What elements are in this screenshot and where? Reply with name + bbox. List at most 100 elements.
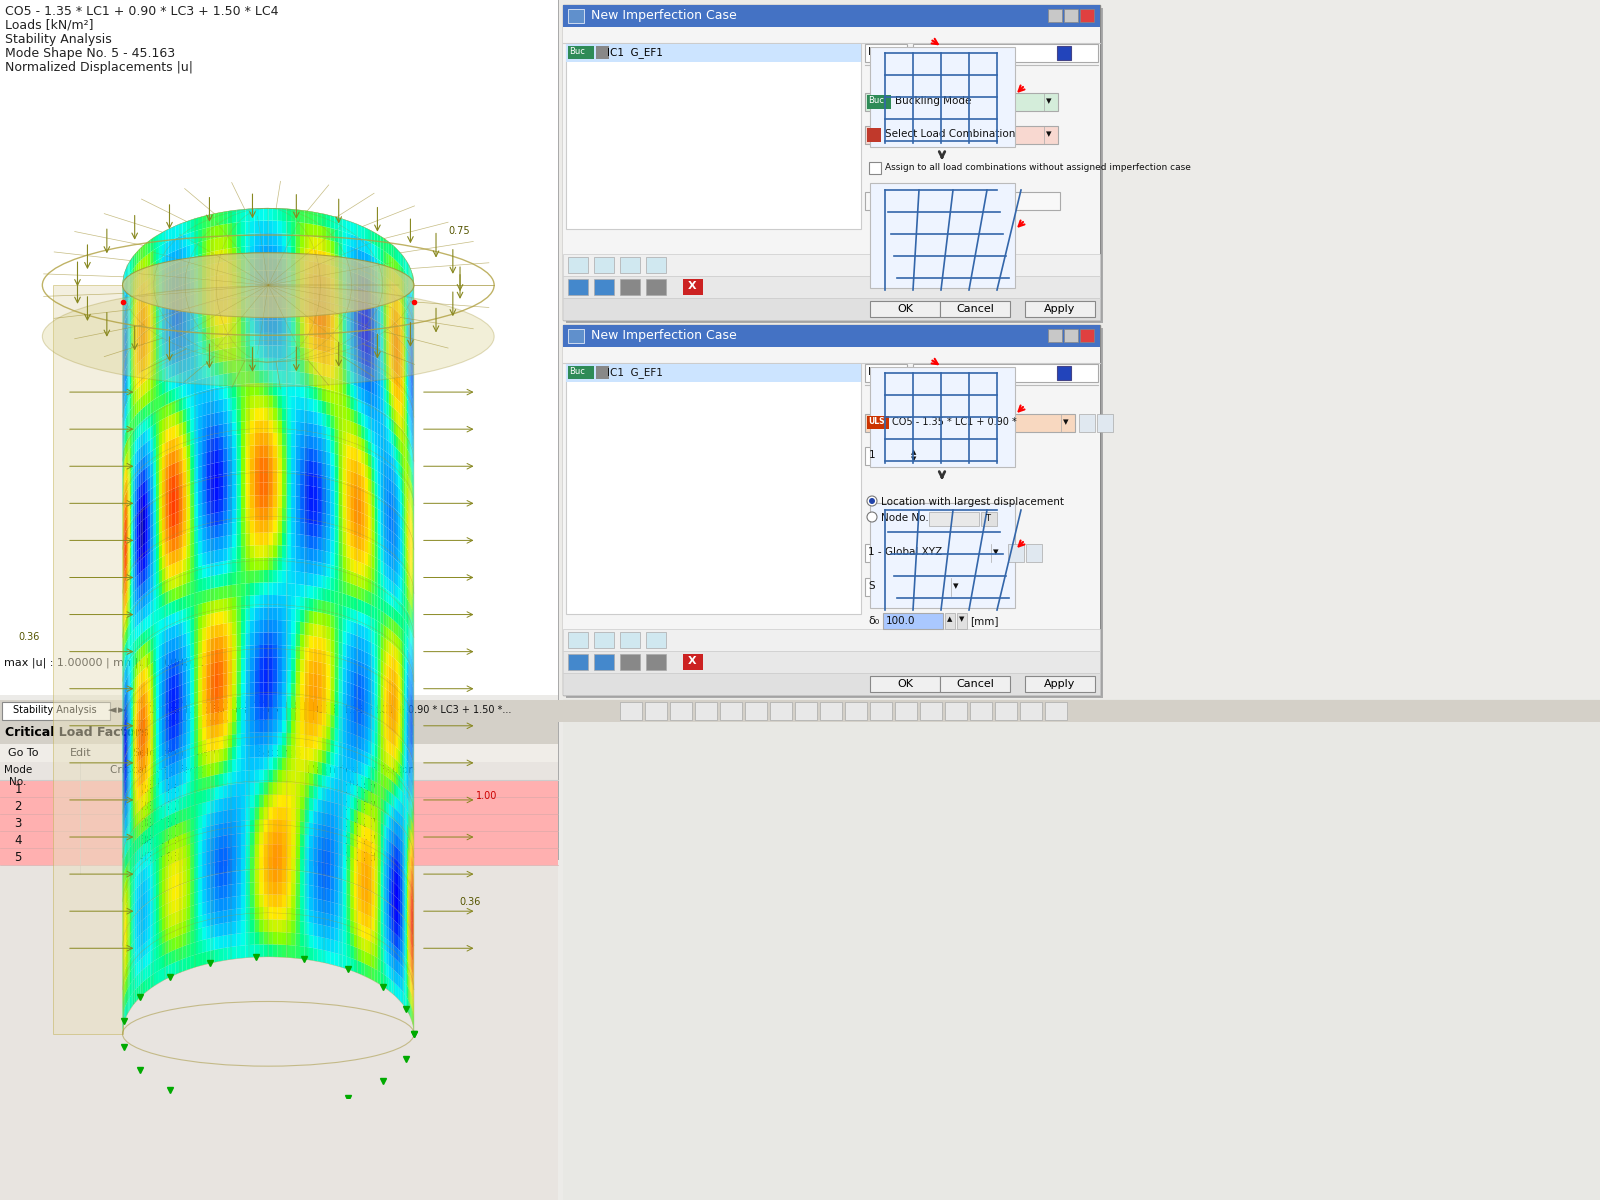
Polygon shape [162, 230, 165, 245]
Polygon shape [150, 362, 154, 377]
Polygon shape [190, 868, 194, 882]
Polygon shape [386, 640, 389, 654]
Polygon shape [147, 439, 150, 454]
Polygon shape [210, 725, 214, 738]
Polygon shape [186, 607, 190, 620]
Polygon shape [381, 673, 384, 688]
Polygon shape [198, 715, 202, 730]
Polygon shape [154, 548, 155, 563]
Polygon shape [245, 371, 250, 384]
Polygon shape [346, 270, 350, 284]
Polygon shape [168, 289, 171, 304]
Polygon shape [296, 934, 301, 946]
Polygon shape [237, 920, 242, 934]
Polygon shape [269, 707, 274, 720]
Polygon shape [339, 293, 342, 306]
Polygon shape [381, 299, 384, 313]
Polygon shape [282, 745, 286, 757]
Polygon shape [296, 647, 301, 659]
Polygon shape [259, 283, 264, 295]
Polygon shape [202, 528, 206, 541]
Polygon shape [286, 283, 291, 296]
Polygon shape [381, 947, 384, 961]
Polygon shape [334, 691, 339, 704]
Polygon shape [394, 334, 395, 348]
Polygon shape [389, 416, 392, 431]
Polygon shape [326, 340, 330, 353]
Polygon shape [342, 918, 346, 931]
Polygon shape [206, 826, 210, 839]
Polygon shape [394, 757, 395, 772]
Polygon shape [176, 424, 179, 438]
Polygon shape [389, 629, 392, 643]
Polygon shape [259, 508, 264, 521]
Polygon shape [326, 551, 330, 565]
Polygon shape [301, 721, 304, 734]
Polygon shape [186, 919, 190, 932]
Polygon shape [136, 413, 138, 427]
Polygon shape [392, 606, 394, 620]
Polygon shape [386, 802, 389, 816]
Polygon shape [357, 250, 362, 263]
Polygon shape [301, 522, 304, 535]
Polygon shape [198, 578, 202, 592]
Polygon shape [190, 382, 194, 395]
Polygon shape [259, 533, 264, 545]
Polygon shape [134, 414, 136, 430]
Polygon shape [179, 385, 182, 398]
Polygon shape [227, 685, 232, 698]
Polygon shape [304, 522, 309, 535]
Polygon shape [237, 546, 242, 559]
Polygon shape [334, 479, 339, 492]
Polygon shape [158, 407, 162, 421]
Polygon shape [339, 256, 342, 269]
Polygon shape [142, 468, 146, 484]
Polygon shape [158, 532, 162, 546]
Polygon shape [242, 509, 245, 522]
Polygon shape [171, 850, 176, 864]
Polygon shape [141, 944, 142, 959]
Polygon shape [400, 328, 402, 342]
Polygon shape [381, 748, 384, 762]
Polygon shape [179, 460, 182, 474]
Polygon shape [322, 364, 326, 377]
Polygon shape [155, 733, 158, 748]
Polygon shape [146, 803, 147, 818]
Polygon shape [202, 390, 206, 403]
Polygon shape [158, 270, 162, 284]
Polygon shape [254, 482, 259, 496]
Polygon shape [206, 652, 210, 665]
Polygon shape [131, 869, 133, 883]
Polygon shape [237, 472, 242, 485]
Polygon shape [158, 582, 162, 596]
Polygon shape [286, 820, 291, 833]
Polygon shape [259, 221, 264, 233]
Polygon shape [334, 590, 339, 605]
Polygon shape [282, 496, 286, 509]
Polygon shape [147, 352, 150, 367]
Polygon shape [395, 810, 398, 824]
Polygon shape [384, 899, 386, 913]
Polygon shape [131, 931, 133, 946]
Polygon shape [190, 718, 194, 732]
Polygon shape [190, 331, 194, 344]
Polygon shape [227, 772, 232, 785]
Polygon shape [362, 900, 365, 913]
Polygon shape [264, 632, 269, 644]
Polygon shape [378, 521, 381, 535]
Polygon shape [318, 924, 322, 937]
Text: max |u| : 1.00000 | mn |u| : 0.00000: max |u| : 1.00000 | mn |u| : 0.00000 [3, 658, 205, 668]
Polygon shape [386, 552, 389, 566]
Polygon shape [224, 386, 227, 400]
Polygon shape [395, 272, 398, 288]
Polygon shape [150, 450, 154, 464]
Polygon shape [350, 533, 354, 547]
Polygon shape [202, 265, 206, 278]
Polygon shape [182, 533, 186, 547]
Polygon shape [194, 667, 198, 680]
Bar [866, 126, 1058, 144]
Polygon shape [168, 476, 171, 491]
Polygon shape [154, 535, 155, 550]
Polygon shape [392, 306, 394, 320]
Polygon shape [176, 437, 179, 450]
